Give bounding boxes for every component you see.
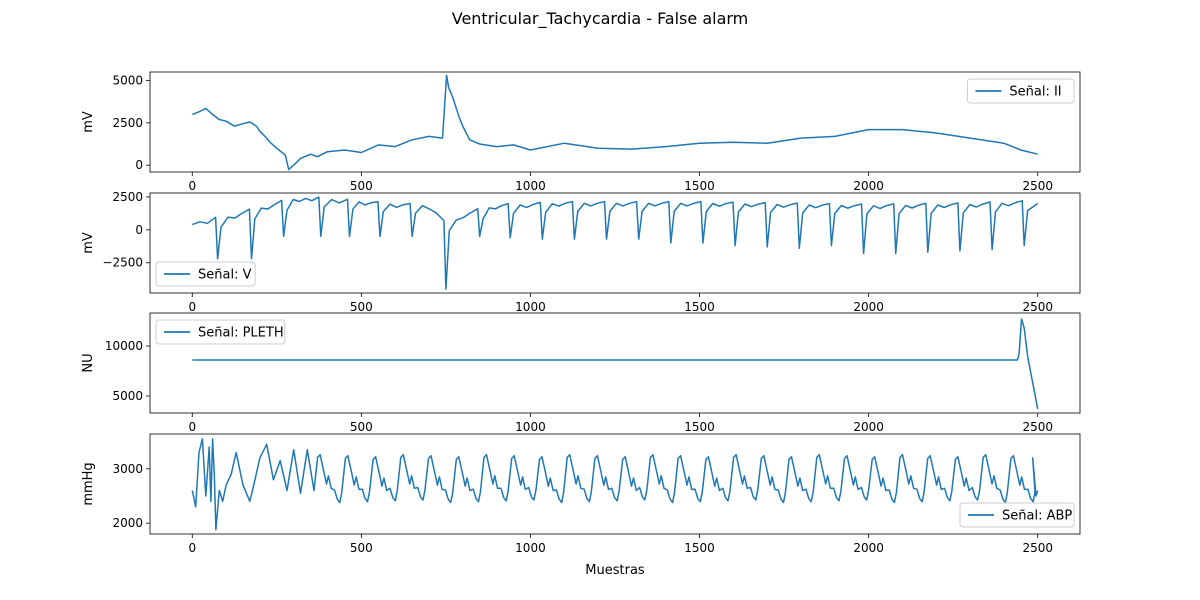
y-tick-label: 5000 [112, 389, 143, 403]
subplot-2: 0 500 1000 1500 2000 2500 −2500 0 2500 mV Señal: V [81, 190, 1081, 314]
x-tick-label: 1000 [515, 179, 546, 193]
series-line [191, 438, 1039, 531]
y-tick-label: −2500 [102, 256, 143, 270]
x-tick-label: 1000 [515, 300, 546, 314]
subplot-3: 0 500 1000 1500 2000 2500 5000 10000 NU Señal: PL… [81, 312, 1081, 434]
x-tick-label: 500 [350, 179, 373, 193]
y-tick-label: 10000 [105, 339, 143, 353]
axes-frame [149, 192, 1081, 294]
legend: Señal: ABP [959, 502, 1075, 528]
x-tick-label: 2000 [853, 179, 884, 193]
x-tick-label: 1500 [684, 541, 715, 555]
x-tick-label: 2000 [853, 300, 884, 314]
x-tick-label: 0 [188, 420, 196, 434]
y-tick-label: 0 [135, 158, 143, 172]
x-tick-label: 2500 [1022, 300, 1053, 314]
x-tick-label: 1500 [684, 300, 715, 314]
y-tick-label: 5000 [112, 73, 143, 87]
x-tick-label: 0 [188, 300, 196, 314]
series-line [192, 196, 1039, 290]
x-tick-label: 1500 [684, 179, 715, 193]
x-tick-label: 1000 [515, 541, 546, 555]
x-tick-label: 500 [350, 420, 373, 434]
y-axis-label: mV [81, 111, 96, 133]
x-tick-label: 1500 [684, 420, 715, 434]
x-axis-label: Muestras [585, 563, 645, 578]
subplot-4: 0 500 1000 1500 2000 2500 2000 3000 mmHg Señal: A… [81, 433, 1081, 555]
x-tick-label: 500 [350, 300, 373, 314]
x-tick-label: 0 [188, 541, 196, 555]
y-axis-label: mV [81, 232, 96, 254]
legend: Señal: II [966, 78, 1075, 104]
y-tick-label: 2500 [112, 116, 143, 130]
axes-frame [149, 71, 1081, 173]
x-tick-label: 2500 [1022, 420, 1053, 434]
x-tick-label: 2500 [1022, 179, 1053, 193]
legend-label: Señal: V [198, 268, 252, 283]
legend: Señal: V [155, 261, 256, 287]
y-axis-label: NU [81, 353, 96, 372]
legend-box [959, 502, 1075, 528]
figure-title: Ventricular_Tachycardia - False alarm [451, 9, 749, 28]
legend-box [155, 261, 256, 287]
legend-box [966, 78, 1075, 104]
x-tick-label: 2000 [853, 420, 884, 434]
legend-label: Señal: ABP [1002, 509, 1072, 524]
series-line [192, 318, 1039, 410]
axes-frame [149, 312, 1081, 414]
y-tick-label: 2500 [112, 190, 143, 204]
y-tick-label: 3000 [112, 462, 143, 476]
x-tick-label: 0 [188, 179, 196, 193]
y-tick-label: 2000 [112, 516, 143, 530]
legend-label: Señal: PLETH [198, 326, 284, 341]
y-tick-label: 0 [135, 223, 143, 237]
x-tick-label: 2000 [853, 541, 884, 555]
axes-frame [149, 433, 1081, 535]
x-tick-label: 2500 [1022, 541, 1053, 555]
x-tick-label: 500 [350, 541, 373, 555]
legend: Señal: PLETH [155, 319, 286, 345]
legend-label: Señal: II [1009, 85, 1061, 100]
x-tick-label: 1000 [515, 420, 546, 434]
series-line [192, 74, 1038, 171]
subplot-1: 0 500 1000 1500 2000 2500 0 2500 5000 mV Señal: II [81, 71, 1081, 193]
legend-box [155, 319, 286, 345]
y-axis-label: mmHg [81, 462, 96, 505]
